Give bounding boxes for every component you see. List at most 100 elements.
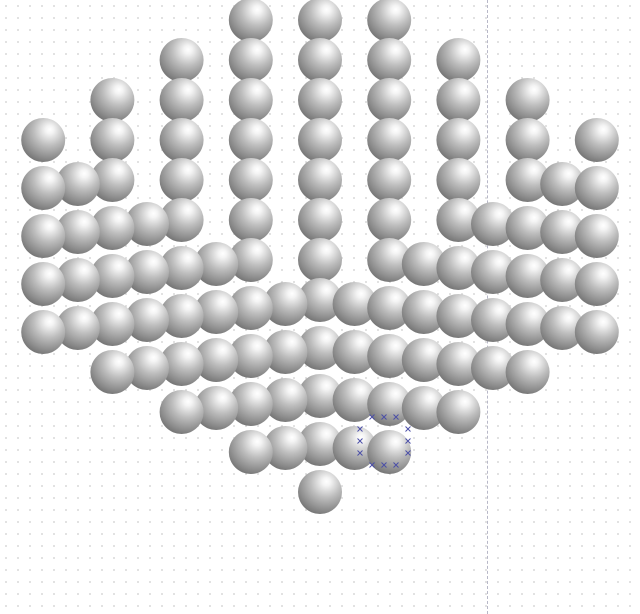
atom-sphere[interactable] bbox=[21, 166, 66, 210]
atom-sphere[interactable] bbox=[159, 198, 204, 242]
atom-sphere[interactable] bbox=[332, 282, 377, 326]
atom-sphere[interactable] bbox=[401, 386, 446, 430]
atom-sphere[interactable] bbox=[367, 286, 412, 330]
atom-sphere[interactable] bbox=[332, 378, 377, 422]
atom-sphere[interactable] bbox=[125, 346, 169, 390]
x-mark-handle-icon[interactable] bbox=[369, 462, 375, 468]
atom-sphere[interactable] bbox=[574, 118, 619, 162]
atom-sphere[interactable] bbox=[471, 202, 515, 246]
atom-sphere[interactable] bbox=[159, 246, 204, 290]
atom-sphere[interactable] bbox=[436, 294, 481, 338]
atom-sphere[interactable] bbox=[55, 210, 100, 254]
atom-sphere[interactable] bbox=[471, 298, 515, 342]
atom-sphere[interactable] bbox=[90, 118, 135, 162]
atom-sphere[interactable] bbox=[298, 78, 342, 122]
atom-sphere[interactable] bbox=[228, 238, 273, 282]
atom-sphere[interactable] bbox=[228, 158, 273, 202]
atom-sphere[interactable] bbox=[436, 246, 481, 290]
atom-sphere[interactable] bbox=[90, 78, 135, 122]
atom-sphere[interactable] bbox=[90, 302, 135, 346]
atom-sphere[interactable] bbox=[159, 118, 204, 162]
atom-sphere[interactable] bbox=[505, 206, 550, 250]
atom-sphere[interactable] bbox=[401, 338, 446, 382]
atom-sphere[interactable] bbox=[298, 470, 342, 514]
x-mark-handle-icon[interactable] bbox=[369, 414, 375, 420]
atom-sphere[interactable] bbox=[505, 254, 550, 298]
atom-sphere[interactable] bbox=[228, 430, 273, 474]
atom-sphere[interactable] bbox=[367, 430, 412, 474]
atom-sphere[interactable] bbox=[505, 78, 550, 122]
atom-sphere[interactable] bbox=[471, 250, 515, 294]
atom-sphere[interactable] bbox=[228, 198, 273, 242]
atom-sphere[interactable] bbox=[90, 206, 135, 250]
atom-sphere[interactable] bbox=[263, 282, 308, 326]
atom-sphere[interactable] bbox=[263, 426, 308, 470]
atom-sphere[interactable] bbox=[436, 78, 481, 122]
atom-sphere[interactable] bbox=[367, 118, 412, 162]
atom-sphere[interactable] bbox=[194, 386, 239, 430]
x-mark-handle-icon[interactable] bbox=[381, 462, 387, 468]
atom-sphere[interactable] bbox=[298, 158, 342, 202]
atom-sphere[interactable] bbox=[228, 38, 273, 82]
atom-sphere[interactable] bbox=[367, 238, 412, 282]
atom-sphere[interactable] bbox=[540, 258, 585, 302]
x-mark-handle-icon[interactable] bbox=[393, 462, 399, 468]
atom-sphere[interactable] bbox=[436, 390, 481, 434]
atom-sphere[interactable] bbox=[298, 374, 342, 418]
atom-sphere[interactable] bbox=[505, 350, 550, 394]
atom-sphere[interactable] bbox=[540, 210, 585, 254]
atom-sphere[interactable] bbox=[55, 306, 100, 350]
atom-sphere[interactable] bbox=[367, 382, 412, 426]
atom-sphere[interactable] bbox=[574, 214, 619, 258]
atom-sphere[interactable] bbox=[125, 298, 169, 342]
atom-sphere[interactable] bbox=[505, 302, 550, 346]
atom-sphere[interactable] bbox=[125, 202, 169, 246]
atom-sphere[interactable] bbox=[574, 310, 619, 354]
atom-sphere[interactable] bbox=[125, 250, 169, 294]
atom-sphere[interactable] bbox=[228, 334, 273, 378]
atom-sphere[interactable] bbox=[436, 158, 481, 202]
x-mark-handle-icon[interactable] bbox=[357, 450, 363, 456]
atom-sphere[interactable] bbox=[332, 426, 377, 470]
atom-sphere[interactable] bbox=[159, 390, 204, 434]
atom-sphere[interactable] bbox=[367, 0, 412, 42]
x-mark-handle-icon[interactable] bbox=[393, 414, 399, 420]
x-mark-handle-icon[interactable] bbox=[381, 414, 387, 420]
atom-sphere[interactable] bbox=[194, 338, 239, 382]
atom-sphere[interactable] bbox=[228, 286, 273, 330]
atom-sphere[interactable] bbox=[194, 242, 239, 286]
atom-sphere[interactable] bbox=[401, 290, 446, 334]
x-mark-handle-icon[interactable] bbox=[357, 426, 363, 432]
atom-sphere[interactable] bbox=[21, 214, 66, 258]
x-mark-handle-icon[interactable] bbox=[405, 426, 411, 432]
atom-sphere[interactable] bbox=[401, 242, 446, 286]
atom-sphere[interactable] bbox=[540, 306, 585, 350]
x-mark-handle-icon[interactable] bbox=[405, 438, 411, 444]
atom-sphere[interactable] bbox=[298, 118, 342, 162]
atom-sphere[interactable] bbox=[90, 158, 135, 202]
atom-sphere[interactable] bbox=[298, 422, 342, 466]
atom-sphere[interactable] bbox=[159, 38, 204, 82]
atom-sphere[interactable] bbox=[228, 78, 273, 122]
atom-sphere[interactable] bbox=[367, 78, 412, 122]
atom-sphere[interactable] bbox=[367, 158, 412, 202]
atom-sphere[interactable] bbox=[298, 0, 342, 42]
atom-sphere[interactable] bbox=[505, 158, 550, 202]
atom-sphere[interactable] bbox=[436, 38, 481, 82]
atom-sphere[interactable] bbox=[574, 262, 619, 306]
x-mark-handle-icon[interactable] bbox=[405, 450, 411, 456]
atom-sphere[interactable] bbox=[21, 310, 66, 354]
atom-sphere[interactable] bbox=[90, 350, 135, 394]
atom-sphere[interactable] bbox=[298, 198, 342, 242]
atom-sphere[interactable] bbox=[471, 346, 515, 390]
atom-sphere[interactable] bbox=[298, 238, 342, 282]
atom-sphere[interactable] bbox=[298, 326, 342, 370]
atom-sphere[interactable] bbox=[55, 162, 100, 206]
atom-sphere[interactable] bbox=[367, 334, 412, 378]
atom-sphere[interactable] bbox=[159, 294, 204, 338]
atom-sphere[interactable] bbox=[367, 38, 412, 82]
atom-sphere[interactable] bbox=[21, 262, 66, 306]
atom-sphere[interactable] bbox=[540, 162, 585, 206]
atom-sphere[interactable] bbox=[436, 342, 481, 386]
